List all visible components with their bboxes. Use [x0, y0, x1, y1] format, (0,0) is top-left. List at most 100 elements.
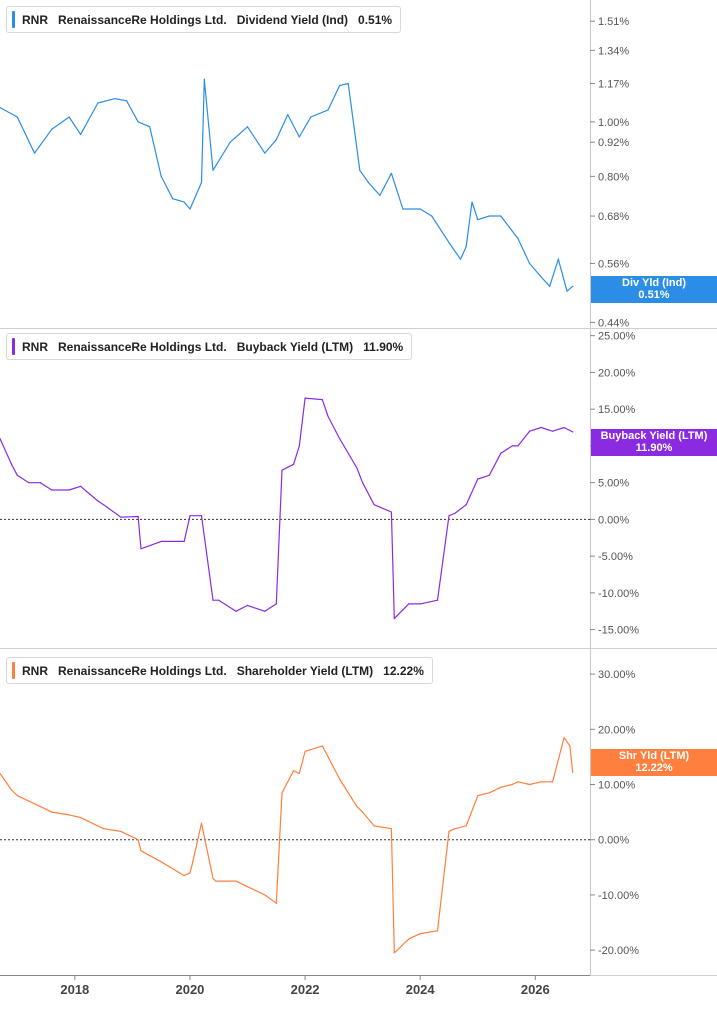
data-point — [448, 515, 450, 517]
y-tick-label: 1.51% — [598, 16, 629, 28]
y-tick-label: -10.00% — [598, 588, 639, 600]
data-point — [137, 515, 139, 518]
data-point — [292, 770, 295, 772]
data-point — [137, 839, 139, 841]
data-point — [390, 511, 393, 513]
data-point — [373, 504, 375, 506]
x-tick-label: 2024 — [406, 982, 436, 997]
current-value-badge: Div Yld (Ind) 0.51% — [591, 276, 717, 303]
data-point — [304, 750, 306, 752]
data-point — [0, 772, 1, 775]
y-tick-label: -15.00% — [598, 625, 639, 637]
legend-value: 0.51% — [358, 12, 393, 27]
legend-metric: Dividend Yield (Ind) — [236, 12, 349, 27]
series-line — [0, 78, 574, 292]
data-point — [10, 463, 13, 465]
data-point — [517, 445, 519, 447]
data-point — [200, 515, 203, 517]
data-point — [212, 599, 214, 601]
data-point — [68, 814, 70, 816]
data-point — [557, 258, 559, 260]
data-point — [465, 504, 467, 506]
data-point — [517, 238, 519, 240]
data-point — [528, 430, 531, 432]
data-point — [51, 811, 53, 813]
data-point — [310, 116, 312, 118]
data-point — [79, 133, 82, 135]
legend-box: RNR RenaissanceRe Holdings Ltd. Dividend Y… — [6, 6, 402, 33]
data-point — [551, 430, 554, 432]
data-point — [97, 102, 99, 104]
badge-metric-label: Div Yld (Ind) — [622, 277, 686, 289]
legend-color-marker — [12, 662, 15, 679]
data-point — [454, 512, 456, 515]
series-line — [0, 737, 574, 954]
data-point — [500, 786, 502, 788]
data-point — [540, 781, 542, 783]
data-point — [126, 100, 128, 102]
data-point — [246, 126, 249, 128]
y-tick-label: 0.92% — [598, 137, 629, 149]
data-point — [149, 126, 151, 128]
y-tick-label: 20.00% — [598, 367, 636, 379]
data-point — [140, 548, 142, 550]
y-tick-label: 0.80% — [598, 171, 629, 183]
data-point — [235, 880, 237, 882]
data-point — [572, 771, 574, 773]
data-point — [563, 426, 565, 429]
data-point — [566, 290, 568, 292]
data-point — [339, 84, 341, 87]
data-point — [28, 800, 30, 802]
data-point — [408, 603, 410, 605]
data-point — [114, 97, 116, 100]
data-point — [572, 285, 574, 287]
data-point — [0, 437, 1, 440]
data-point — [281, 792, 283, 794]
y-tick-label: -5.00% — [598, 551, 633, 563]
data-point — [298, 772, 300, 775]
data-point — [477, 794, 479, 797]
data-point — [471, 201, 473, 203]
badge-metric-label: Shr Yld (LTM) — [618, 750, 690, 762]
y-tick-label: 25.00% — [598, 331, 636, 343]
data-point — [120, 516, 122, 518]
data-point — [477, 478, 479, 480]
data-point — [200, 181, 203, 184]
badge-value-label: 0.51% — [638, 289, 670, 301]
legend-color-marker — [12, 11, 15, 28]
data-point — [16, 474, 18, 476]
y-tick-label: 0.56% — [598, 258, 629, 270]
data-point — [551, 781, 554, 783]
data-point — [572, 431, 574, 433]
data-point — [33, 152, 36, 154]
data-point — [379, 194, 381, 196]
y-tick-label: 0.44% — [598, 317, 629, 329]
data-point — [367, 181, 369, 184]
data-point — [120, 830, 122, 833]
data-point — [356, 805, 358, 808]
legend-company: RenaissanceRe Holdings Ltd. — [58, 12, 227, 27]
data-point — [419, 932, 421, 935]
data-point — [203, 78, 205, 80]
data-point — [172, 198, 174, 200]
y-tick-label: -10.00% — [598, 890, 639, 902]
data-point — [488, 215, 490, 217]
data-point — [339, 778, 341, 780]
y-tick-label: 1.34% — [598, 45, 629, 57]
data-point — [264, 610, 266, 612]
y-tick-label: 0.00% — [598, 835, 629, 847]
data-point — [287, 114, 289, 116]
legend-value: 11.90% — [363, 339, 404, 354]
data-point — [103, 828, 105, 830]
data-point — [465, 825, 467, 827]
data-point — [488, 474, 490, 476]
data-point — [436, 930, 439, 932]
data-point — [246, 886, 249, 888]
data-point — [275, 902, 277, 904]
y-tick-label: 15.00% — [598, 404, 636, 416]
data-point — [160, 175, 162, 177]
data-point — [390, 828, 393, 830]
data-point — [28, 482, 30, 484]
data-point — [393, 618, 395, 620]
data-point — [97, 825, 99, 827]
